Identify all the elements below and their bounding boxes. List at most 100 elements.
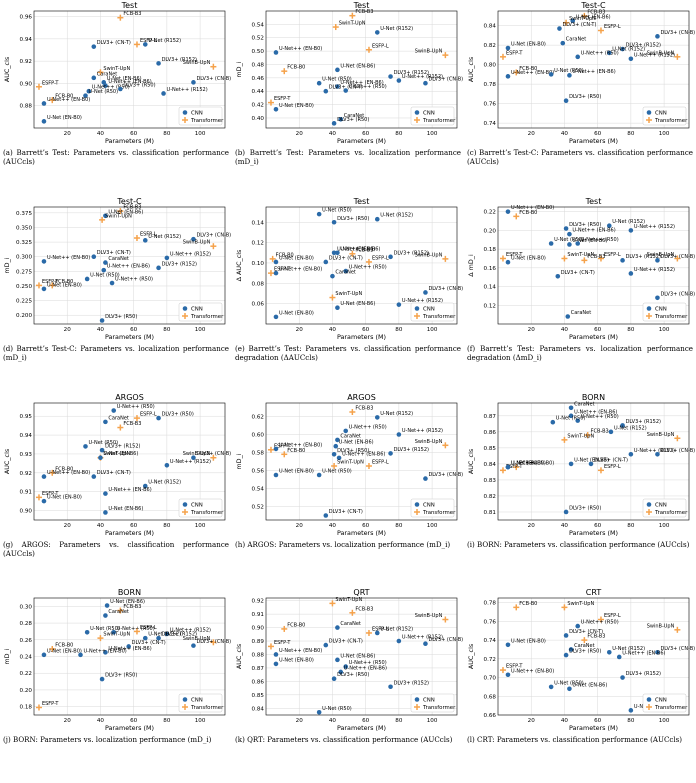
point-label: DLV3+ (R152) [626,418,661,424]
point-label: U-Net (R50) [90,272,120,278]
point-label: DLV3+ (CN-T) [569,629,603,635]
cnn-point [396,78,402,83]
y-tick-label: 0.225 [16,298,32,304]
chart-panel: BORN 20 40 60 80 100 0.18 0.20 0.22 0.24 0.26 0.28 0… [0,587,232,783]
chart-title: Test [353,1,370,10]
cnn-point [111,407,117,413]
cnn-point [86,88,92,94]
y-axis-label: mD_i [3,257,11,273]
point-label: U-Net (EN-B0) [279,468,314,474]
chart-panel: ARGOS 20 40 60 80 100 0.52 0.54 0.56 0.58 0.60 0.62… [232,392,464,588]
point-label: U-Net++ (EN-B0) [47,470,90,476]
legend-cnn-marker [414,501,420,507]
point-label: SwinT-UpN [567,252,594,258]
transformer-point [365,258,372,265]
legend-box [642,498,687,517]
point-label: DLV3+ (R50) [105,673,137,679]
figure-caption: (j) BORN: Parameters vs. localization pe… [3,735,212,745]
point-label: DLV3+ (CN-T) [329,85,363,91]
transformer-point [97,635,104,642]
y-tick-label: 0.44 [252,89,265,95]
point-label: U-Net++ (EN-B0) [84,649,127,655]
transformer-point [329,600,336,607]
point-label: DLV3+ (R50) [569,649,601,655]
chart-panel: ARGOS 20 40 60 80 100 0.90 0.91 0.92 0.93 0.94 0.95… [0,392,232,588]
x-axis-label: Parameters (M) [337,529,386,537]
point-label: DLV3+ (R152) [394,681,429,687]
y-tick-label: 0.94 [20,37,33,43]
legend-cnn-label: CNN [423,698,435,704]
x-tick-label: 40 [329,131,337,137]
cnn-point [84,276,90,282]
transformer-point [674,255,681,262]
transformer-point [210,639,217,646]
transformer-point [349,610,356,617]
legend-cnn-label: CNN [423,306,435,312]
y-tick-label: 0.60 [252,432,265,438]
transformer-point [499,667,506,674]
y-tick-label: 0.12 [252,240,264,246]
y-tick-label: 0.92 [20,59,32,65]
point-label: FCB-B0 [519,66,537,72]
x-tick-label: 80 [395,523,403,529]
legend-box [410,106,455,126]
point-label: U-Net (R152) [148,479,181,485]
cnn-point [423,641,428,647]
point-label: CaraNet [108,415,128,421]
transformer-point [117,607,124,614]
cnn-point [505,672,511,678]
plot-frame [265,206,458,325]
point-label: FCB-B0 [55,279,73,285]
cnn-point [575,624,581,629]
x-tick-label: 20 [528,718,536,724]
cnn-point [103,509,108,515]
point-label: U-Net++ (EN-B6) [344,666,387,672]
transformer-point [117,424,124,431]
x-tick-label: 20 [64,131,72,137]
cnn-point [565,313,571,319]
figure-caption: (k) QRT: Parameters vs. classification p… [235,735,453,745]
point-label: ESFP-L [140,625,157,631]
cnn-point [333,443,339,448]
point-label: U-Net++ (R50) [349,424,387,430]
transformer-point [133,414,140,421]
cnn-point [588,461,594,466]
x-tick-label: 20 [528,131,536,137]
y-tick-label: 0.28 [20,621,33,627]
cnn-point [343,664,349,670]
plot-frame [265,10,458,129]
y-tick-label: 0.76 [484,102,497,108]
point-label: SwinT-UpN [567,433,594,439]
x-tick-label: 100 [659,327,670,333]
legend-cnn-label: CNN [191,502,203,508]
point-label: ESFP-T [506,50,523,56]
y-tick-label: 0.24 [20,655,33,661]
cnn-point [191,643,196,649]
x-tick-label: 20 [296,327,304,333]
cnn-point [78,652,83,658]
point-label: CaraNet [97,71,117,77]
point-label: DLV3+ (R152) [394,70,429,76]
point-label: ESFP-T [506,463,523,469]
point-label: DLV3+ (R50) [337,117,369,123]
point-label: ESFP-L [372,459,389,465]
point-label: FCB-B0 [55,466,73,472]
chart-title: Test [353,197,370,206]
point-label: U-Net++ (EN-B0) [279,266,322,272]
point-label: U-Net++ (R50) [581,414,619,420]
transformer-point [442,52,449,59]
cnn-point [616,654,622,660]
y-tick-label: 0.86 [484,429,497,435]
point-label: SwinB-UpN [183,239,211,245]
point-label: U-Net++ (R50) [349,264,387,270]
point-label: FCB-B3 [123,421,141,427]
scatter-chart: Test-C 20 40 60 80 100 0.74 0.76 0.78 0.80 0.82 0.8… [467,1,695,145]
transformer-point [35,83,42,90]
point-label: FCB-B3 [355,247,373,253]
transformer-point [133,41,140,48]
point-label: DLV3+ (CN-B) [428,637,463,643]
x-tick-label: 20 [64,718,72,724]
point-label: DLV3+ (CN-B) [196,639,231,645]
x-tick-label: 80 [163,131,171,137]
point-label: ESFP-L [604,24,621,30]
